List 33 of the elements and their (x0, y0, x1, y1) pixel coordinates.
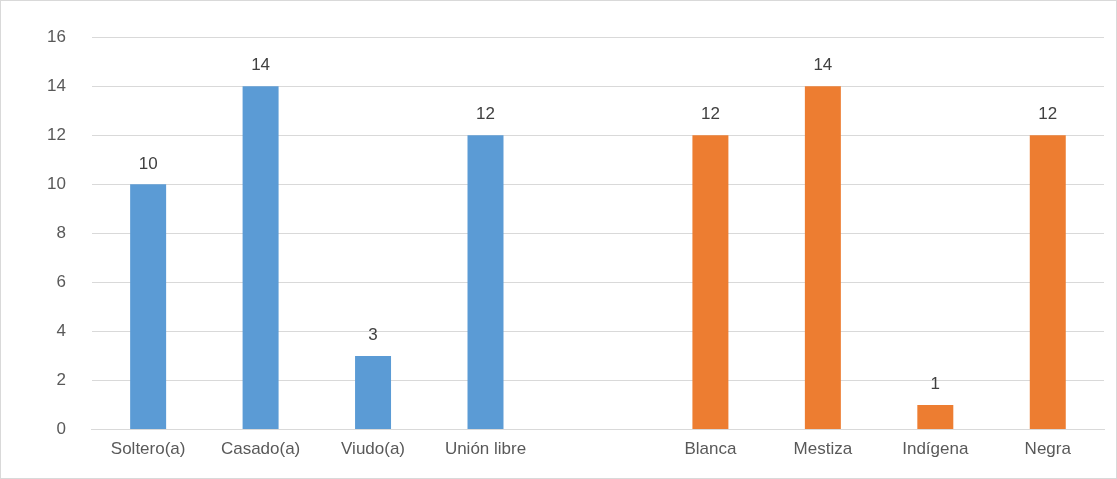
bar (692, 135, 729, 430)
y-tick-label: 0 (56, 419, 66, 439)
bar (355, 356, 392, 430)
data-label: 12 (1038, 104, 1058, 124)
x-tick-label: Viudo(a) (341, 439, 406, 459)
x-tick-label: Blanca (684, 439, 737, 459)
data-label: 14 (813, 55, 833, 75)
bar (917, 405, 954, 430)
data-label: 14 (251, 55, 271, 75)
data-label: 3 (368, 325, 378, 345)
x-tick-label: Casado(a) (220, 439, 301, 459)
data-label: 10 (138, 153, 158, 173)
bar (804, 86, 841, 430)
y-tick-label: 12 (46, 124, 66, 144)
y-tick-label: 6 (56, 272, 66, 292)
data-label: 1 (930, 374, 941, 394)
y-tick-label: 14 (46, 75, 66, 95)
data-label: 12 (476, 104, 495, 124)
x-tick-label: Indígena (902, 439, 969, 459)
bar (130, 184, 167, 430)
bar (467, 135, 504, 430)
bar (242, 86, 279, 430)
x-tick-label: Soltero(a) (110, 439, 186, 459)
bar (1029, 135, 1066, 430)
data-label: 12 (700, 104, 720, 124)
y-tick-label: 10 (46, 174, 66, 194)
x-tick-label: Negra (1024, 439, 1072, 459)
x-tick-label: Mestiza (793, 439, 853, 459)
y-tick-label: 4 (56, 321, 66, 341)
y-tick-label: 8 (56, 223, 66, 243)
y-tick-label: 16 (46, 26, 66, 46)
y-tick-label: 2 (56, 370, 66, 390)
x-tick-label: Unión libre (444, 439, 527, 459)
